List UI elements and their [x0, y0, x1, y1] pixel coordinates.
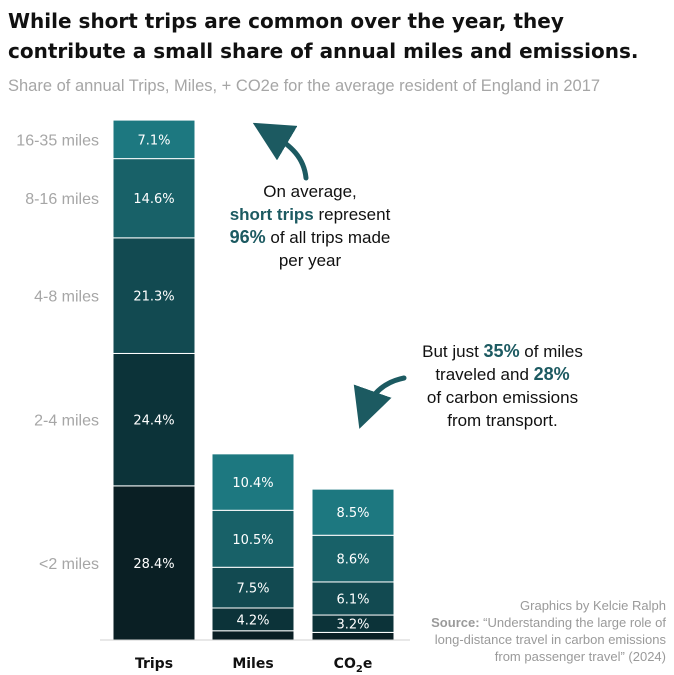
- bar-segment-co2e-4: [311, 488, 395, 536]
- data-label: 7.5%: [236, 582, 269, 597]
- highlight-96-percent: 96%: [229, 227, 266, 247]
- bar-segment-miles-4: [211, 453, 295, 511]
- annotation-line: But just 35% of miles: [400, 340, 605, 363]
- data-label: 7.1%: [137, 133, 170, 148]
- data-label: 24.4%: [133, 414, 174, 429]
- annotation-line: On average,: [263, 182, 357, 201]
- source-line: Source: “Understanding the large role of: [431, 614, 666, 631]
- bar-segment-trips-3: [112, 158, 196, 239]
- source-label: Source:: [431, 615, 480, 630]
- credit-block: Graphics by Kelcie Ralph Source: “Unders…: [431, 597, 666, 665]
- data-label: 8.5%: [336, 506, 369, 521]
- annotation-miles-emissions: But just 35% of miles traveled and 28% o…: [400, 340, 605, 432]
- annotation-short-trips: On average, short trips represent 96% of…: [205, 180, 415, 272]
- source-line: from passenger travel” (2024): [494, 649, 666, 664]
- source-line: long-distance travel in carbon emissions: [434, 632, 666, 647]
- data-label: 6.1%: [336, 592, 369, 607]
- data-label: 3.2%: [336, 618, 369, 633]
- data-label: 21.3%: [133, 290, 174, 305]
- bar-segment-trips-0: [112, 485, 196, 641]
- data-label: 28.4%: [133, 557, 174, 572]
- segment-label: 16-35 miles: [16, 132, 99, 149]
- segment-label: 2-4 miles: [34, 413, 99, 430]
- annotation-line: from transport.: [447, 411, 558, 430]
- data-label: 14.6%: [133, 192, 174, 207]
- bar-segment-trips-2: [112, 237, 196, 354]
- arrow-to-trips-icon: [252, 122, 309, 181]
- category-label: Trips: [135, 656, 173, 672]
- annotation-line: of carbon emissions: [426, 388, 579, 407]
- category-label: Miles: [232, 656, 273, 672]
- data-label: 4.2%: [236, 613, 269, 628]
- bar-segment-co2e-0: [311, 631, 395, 641]
- arrow-to-miles-icon: [353, 375, 407, 429]
- highlight-28-percent: 28%: [533, 364, 570, 384]
- highlight-short-trips: short trips: [229, 205, 314, 224]
- annotation-line: short trips represent: [205, 203, 415, 226]
- annotation-text: of miles: [519, 342, 583, 361]
- bar-segment-co2e-3: [311, 534, 395, 583]
- data-label: 10.4%: [232, 476, 273, 491]
- source-text: “Understanding the large role of: [479, 615, 666, 630]
- annotation-line: 96% of all trips made: [205, 226, 415, 249]
- annotation-text: But just: [422, 342, 484, 361]
- data-label: 10.5%: [232, 533, 273, 548]
- bar-segment-miles-0: [211, 630, 295, 641]
- chart-title: While short trips are common over the ye…: [8, 9, 639, 63]
- segment-label: <2 miles: [39, 556, 99, 573]
- annotation-text: traveled and: [435, 365, 534, 384]
- annotation-text: of all trips made: [265, 228, 391, 247]
- annotation-line: per year: [278, 251, 342, 270]
- segment-label: 8-16 miles: [25, 191, 99, 208]
- bar-segment-co2e-2: [311, 581, 395, 616]
- bar-segment-trips-4: [112, 119, 196, 160]
- bar-segment-miles-2: [211, 566, 295, 609]
- data-label: 8.6%: [336, 553, 369, 568]
- annotation-text: represent: [313, 205, 391, 224]
- segment-label: 4-8 miles: [34, 289, 99, 306]
- category-label: CO2e: [334, 656, 373, 675]
- bar-segment-miles-3: [211, 509, 295, 568]
- bars-layer: 28.4% 24.4% 21.3% 14.6% 7.1% 4.2% 7.5% 10.5% 10.…: [112, 119, 395, 641]
- annotation-line: traveled and 28%: [400, 363, 605, 386]
- highlight-35-percent: 35%: [483, 341, 520, 361]
- chart-subtitle: Share of annual Trips, Miles, + CO2e for…: [8, 77, 601, 95]
- byline: Graphics by Kelcie Ralph: [520, 598, 666, 613]
